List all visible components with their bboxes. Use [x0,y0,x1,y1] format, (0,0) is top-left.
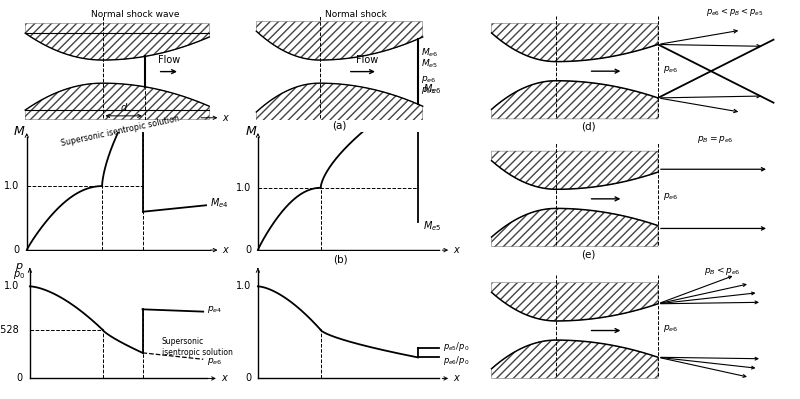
Text: Normal shock: Normal shock [326,10,387,19]
Text: $p_{e6}$: $p_{e6}$ [662,323,678,334]
Text: $p$: $p$ [15,261,24,273]
Text: Supersonic
isentropic solution: Supersonic isentropic solution [162,338,233,357]
Text: $x$: $x$ [222,113,230,123]
Text: 0.528: 0.528 [0,325,19,335]
Text: 0: 0 [17,373,23,383]
Text: 0: 0 [245,245,251,255]
Text: $x$: $x$ [453,245,461,255]
Text: $p_{e6} < p_B < p_{e5}$: $p_{e6} < p_B < p_{e5}$ [706,6,763,18]
Text: 1.0: 1.0 [236,281,251,291]
Text: 0: 0 [14,245,19,255]
Text: $M_{e6}$: $M_{e6}$ [423,82,442,95]
Text: $p_B < p_{e6}$: $p_B < p_{e6}$ [704,265,741,277]
Text: (e): (e) [582,249,596,259]
Text: $M$: $M$ [245,125,258,138]
Text: $d$: $d$ [119,101,128,113]
Text: $M_{e5}$: $M_{e5}$ [421,58,438,70]
Text: (a): (a) [332,120,346,130]
Text: $x$: $x$ [222,245,230,255]
Text: $M_{e5}$: $M_{e5}$ [423,219,442,233]
Text: 1.0: 1.0 [4,181,19,191]
Text: Flow: Flow [356,55,378,65]
Text: $p_{e6}$: $p_{e6}$ [206,356,222,367]
Text: $p_{e6}$: $p_{e6}$ [421,74,437,85]
Text: $p_{e6}/p_0$: $p_{e6}/p_0$ [442,354,469,367]
Text: 1.0: 1.0 [236,183,251,193]
Text: $p_{e5}$: $p_{e5}$ [421,85,436,96]
Text: $p_0$: $p_0$ [14,269,26,281]
Text: Normal shock wave: Normal shock wave [91,10,180,19]
Text: $x$: $x$ [221,373,229,383]
Text: $p_{e6}$: $p_{e6}$ [662,192,678,202]
Text: $x$: $x$ [453,373,461,383]
Text: 1.0: 1.0 [4,281,19,291]
Text: $M$: $M$ [14,125,26,138]
Text: $p_{e4}$: $p_{e4}$ [206,304,222,315]
Text: Flow: Flow [158,55,180,65]
Text: $p_B = p_{e6}$: $p_B = p_{e6}$ [698,134,734,145]
Text: Supersonic isentropic solution: Supersonic isentropic solution [60,114,180,148]
Text: $p_{e5}/p_0$: $p_{e5}/p_0$ [442,340,469,353]
Text: (d): (d) [582,122,596,132]
Text: 0: 0 [245,373,251,383]
Text: $M_{e4}$: $M_{e4}$ [210,196,228,210]
Text: $p_{e6}$: $p_{e6}$ [662,64,678,75]
Text: $M_{e6}$: $M_{e6}$ [421,46,438,59]
Text: (b): (b) [333,255,348,265]
